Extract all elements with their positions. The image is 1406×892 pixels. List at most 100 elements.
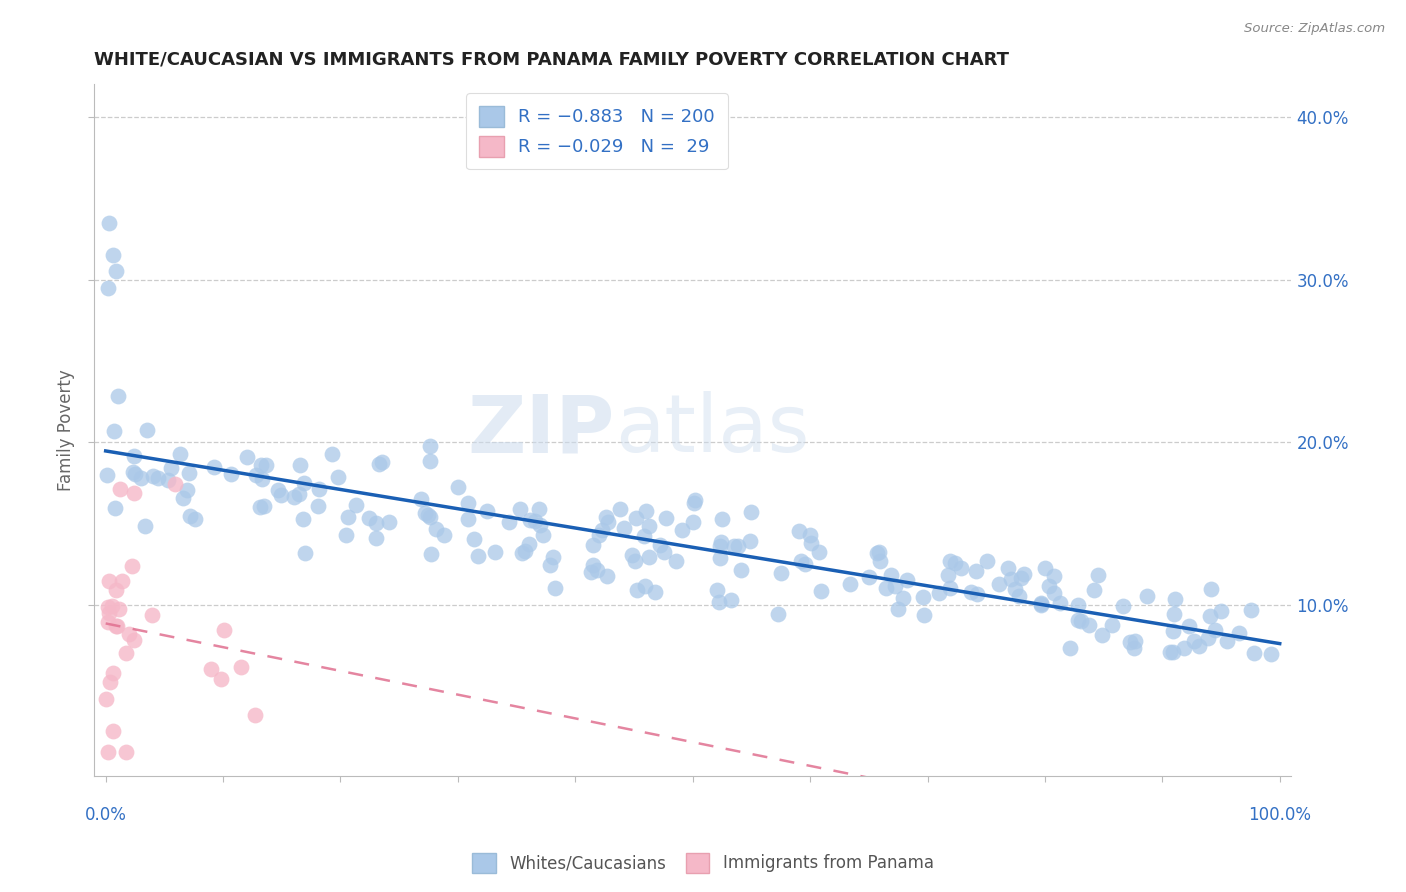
Point	[307, 499, 329, 513]
Legend: Whites/Caucasians, Immigrants from Panama: Whites/Caucasians, Immigrants from Panam…	[465, 847, 941, 880]
Point	[579, 565, 602, 579]
Point	[609, 502, 631, 516]
Point	[1101, 617, 1123, 632]
Point	[1204, 624, 1226, 638]
Point	[97, 615, 120, 629]
Point	[1123, 633, 1146, 648]
Point	[1119, 634, 1142, 648]
Point	[683, 496, 706, 510]
Point	[665, 554, 688, 568]
Point	[245, 468, 267, 483]
Point	[595, 510, 617, 524]
Point	[638, 518, 661, 533]
Point	[868, 545, 890, 559]
Point	[652, 545, 675, 559]
Point	[794, 558, 817, 572]
Point	[626, 583, 648, 598]
Point	[335, 528, 357, 542]
Point	[936, 568, 959, 582]
Point	[1043, 586, 1066, 600]
Point	[169, 447, 191, 461]
Point	[416, 508, 439, 522]
Point	[1260, 647, 1282, 661]
Point	[1239, 603, 1261, 617]
Point	[321, 447, 343, 461]
Point	[887, 602, 910, 616]
Point	[997, 560, 1019, 574]
Point	[236, 450, 259, 465]
Point	[115, 647, 138, 661]
Point	[965, 564, 987, 578]
Point	[141, 607, 163, 622]
Point	[1067, 599, 1090, 613]
Point	[1197, 632, 1219, 646]
Text: 0.0%: 0.0%	[84, 805, 127, 823]
Text: 100.0%: 100.0%	[1249, 805, 1312, 823]
Point	[541, 550, 564, 565]
Point	[308, 482, 330, 496]
Point	[671, 523, 693, 537]
Point	[433, 528, 456, 542]
Point	[336, 510, 359, 524]
Point	[110, 482, 132, 496]
Point	[107, 389, 129, 403]
Point	[884, 578, 907, 592]
Point	[544, 582, 567, 596]
Point	[638, 549, 661, 564]
Point	[960, 585, 983, 599]
Point	[288, 487, 311, 501]
Point	[1059, 641, 1081, 656]
Point	[1078, 618, 1101, 632]
Point	[118, 627, 141, 641]
Point	[624, 553, 647, 567]
Point	[875, 582, 897, 596]
Point	[413, 506, 436, 520]
Text: atlas: atlas	[614, 392, 810, 469]
Point	[682, 515, 704, 529]
Point	[943, 556, 966, 570]
Point	[253, 499, 276, 513]
Point	[105, 264, 128, 278]
Point	[636, 504, 658, 518]
Point	[1049, 596, 1071, 610]
Point	[655, 510, 678, 524]
Point	[157, 474, 180, 488]
Point	[101, 724, 124, 739]
Point	[727, 539, 749, 553]
Point	[891, 591, 914, 605]
Point	[634, 579, 657, 593]
Point	[484, 545, 506, 559]
Point	[292, 475, 315, 490]
Point	[710, 512, 733, 526]
Point	[419, 510, 441, 524]
Point	[585, 564, 607, 578]
Point	[1178, 619, 1201, 633]
Point	[1035, 561, 1057, 575]
Point	[810, 584, 832, 599]
Text: ZIP: ZIP	[468, 392, 614, 469]
Point	[367, 457, 389, 471]
Point	[1211, 604, 1233, 618]
Point	[966, 587, 988, 601]
Point	[1159, 645, 1181, 659]
Point	[294, 546, 316, 560]
Point	[425, 522, 447, 536]
Point	[529, 501, 551, 516]
Point	[1163, 607, 1185, 621]
Point	[928, 585, 950, 599]
Point	[96, 467, 118, 482]
Point	[1173, 641, 1195, 656]
Point	[134, 518, 156, 533]
Point	[97, 745, 120, 759]
Point	[121, 559, 143, 574]
Point	[447, 480, 470, 494]
Point	[105, 618, 128, 632]
Point	[1201, 582, 1223, 596]
Point	[613, 521, 636, 535]
Point	[104, 501, 127, 516]
Point	[292, 511, 315, 525]
Point	[582, 558, 605, 572]
Point	[122, 633, 145, 648]
Point	[219, 467, 242, 481]
Point	[799, 528, 821, 542]
